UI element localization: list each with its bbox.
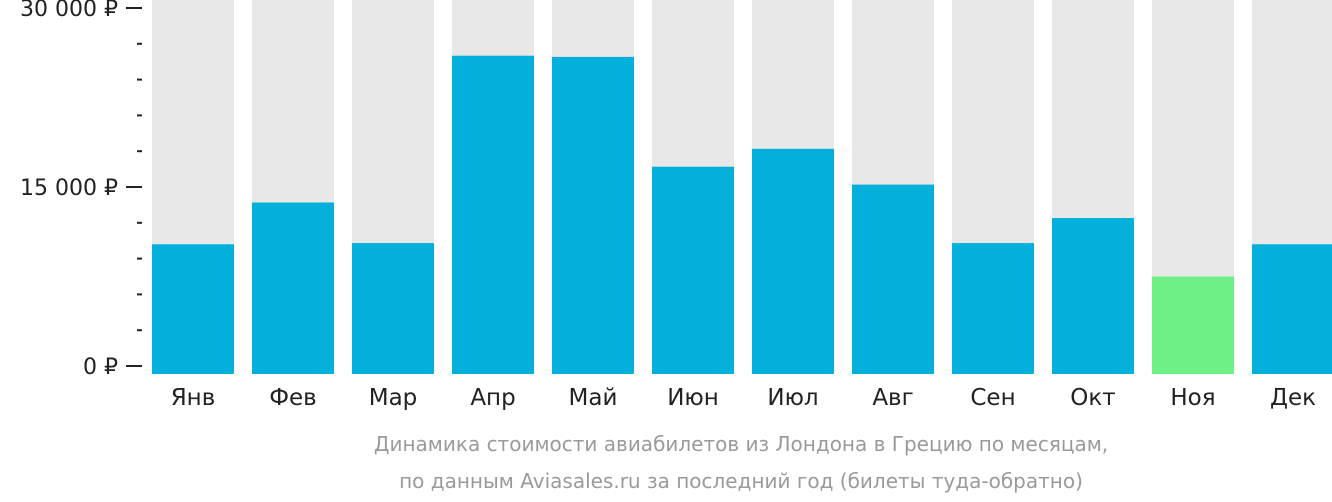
x-category-label: Фев	[269, 385, 317, 411]
bars	[152, 0, 1332, 374]
bar-10	[1052, 218, 1134, 374]
bar-3	[352, 243, 434, 374]
bar-11	[1152, 276, 1234, 374]
caption-line-1: Динамика стоимости авиабилетов из Лондон…	[374, 432, 1108, 456]
y-tick-label: 30 000 ₽	[20, 0, 118, 22]
bar-5	[552, 56, 634, 374]
bar-7	[752, 148, 834, 374]
y-axis: 0 ₽ 15 000 ₽ 30 000 ₽	[20, 0, 142, 380]
bar-12	[1252, 244, 1332, 374]
bar-4	[452, 55, 534, 374]
x-category-label: Май	[569, 385, 618, 411]
x-category-label: Авг	[872, 385, 913, 411]
bar-6	[652, 166, 734, 374]
bar-1	[152, 244, 234, 374]
x-category-label: Июн	[667, 385, 719, 411]
caption-line-2: по данным Aviasales.ru за последний год …	[399, 469, 1083, 493]
x-category-label: Сен	[970, 385, 1015, 411]
x-category-label: Апр	[470, 385, 515, 411]
x-axis-labels: Янв Фев Мар Апр Май Июн Июл Авг Сен Окт Ноя Дек	[171, 385, 1316, 411]
x-category-label: Ноя	[1170, 385, 1215, 411]
x-category-label: Мар	[369, 385, 418, 411]
y-tick-label: 0 ₽	[83, 355, 118, 380]
x-category-label: Окт	[1070, 385, 1115, 411]
bar-9	[952, 243, 1034, 374]
x-category-label: Дек	[1270, 385, 1316, 411]
x-category-label: Янв	[171, 385, 216, 411]
x-category-label: Июл	[767, 385, 818, 411]
bar-8	[852, 184, 934, 374]
y-tick-label: 15 000 ₽	[20, 176, 118, 201]
bar-2	[252, 202, 334, 374]
chart-caption: Динамика стоимости авиабилетов из Лондон…	[374, 432, 1108, 493]
